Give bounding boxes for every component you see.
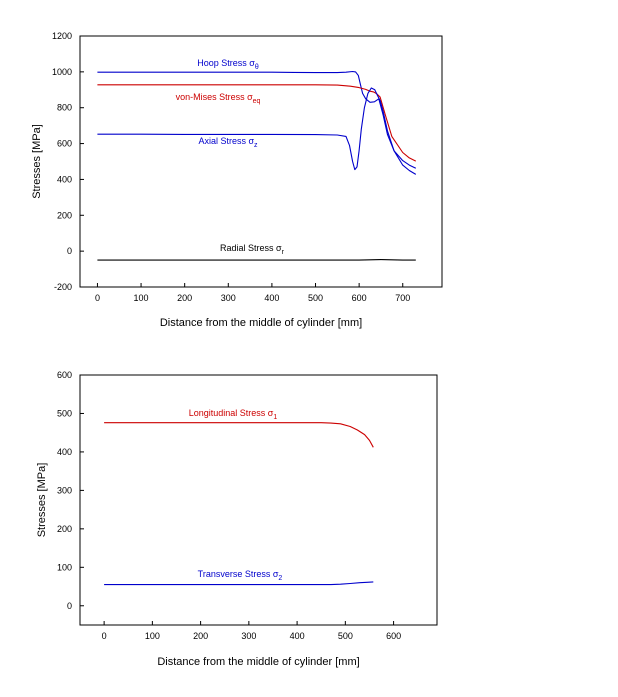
x-tick-label: 600 [386, 631, 401, 641]
x-tick-label: 200 [177, 293, 192, 303]
y-axis-title: Stresses [MPa] [36, 463, 48, 538]
y-tick-label: 500 [57, 408, 72, 418]
series-label-4: Radial Stress σr [220, 243, 285, 256]
y-tick-label: -200 [54, 282, 72, 292]
series-line-1 [97, 70, 417, 169]
x-tick-label: 500 [338, 631, 353, 641]
y-tick-label: 600 [57, 139, 72, 149]
y-tick-label: 200 [57, 210, 72, 220]
y-tick-label: 400 [57, 174, 72, 184]
series-label-2: von-Mises Stress σeq [176, 92, 261, 105]
y-tick-label: 600 [57, 370, 72, 380]
plot-frame [79, 374, 438, 626]
series-label-2: Transverse Stress σ2 [198, 569, 283, 582]
x-tick-label: 200 [193, 631, 208, 641]
y-tick-label: 800 [57, 103, 72, 113]
y-tick-label: 1200 [52, 31, 72, 41]
series-label-1: Hoop Stress σθ [197, 58, 259, 71]
x-tick-label: 400 [290, 631, 305, 641]
x-tick-label: 700 [395, 293, 410, 303]
x-tick-label: 400 [264, 293, 279, 303]
x-tick-label: 100 [134, 293, 149, 303]
plot-frame [79, 35, 443, 288]
x-tick-label: 0 [102, 631, 107, 641]
chart-1: 0 100 200 300 400 500 600 700 -200 0 200 400 600 800 1… [31, 31, 443, 329]
y-tick-label: 200 [57, 524, 72, 534]
x-axis-title: Distance from the middle of cylinder [mm… [160, 317, 362, 329]
series-line-3 [97, 87, 417, 175]
series-line-4 [97, 259, 416, 261]
series-line-2 [104, 581, 374, 586]
chart-2: 0 100 200 300 400 500 600 0 100 200 300 400 500 600 Di… [36, 370, 438, 668]
x-tick-label: 300 [241, 631, 256, 641]
y-axis-title: Stresses [MPa] [31, 124, 43, 199]
series-line-1 [104, 422, 374, 448]
series-line-2 [97, 84, 417, 162]
x-tick-label: 300 [221, 293, 236, 303]
y-tick-label: 0 [67, 601, 72, 611]
y-tick-label: 400 [57, 447, 72, 457]
x-tick-label: 600 [352, 293, 367, 303]
y-tick-label: 100 [57, 562, 72, 572]
x-tick-label: 0 [95, 293, 100, 303]
y-tick-label: 0 [67, 246, 72, 256]
x-tick-label: 100 [145, 631, 160, 641]
y-tick-label: 1000 [52, 67, 72, 77]
y-tick-label: 300 [57, 485, 72, 495]
x-axis-title: Distance from the middle of cylinder [mm… [157, 656, 359, 668]
x-tick-label: 500 [308, 293, 323, 303]
series-label-1: Longitudinal Stress σ1 [189, 408, 278, 421]
series-label-3: Axial Stress σz [198, 136, 258, 149]
